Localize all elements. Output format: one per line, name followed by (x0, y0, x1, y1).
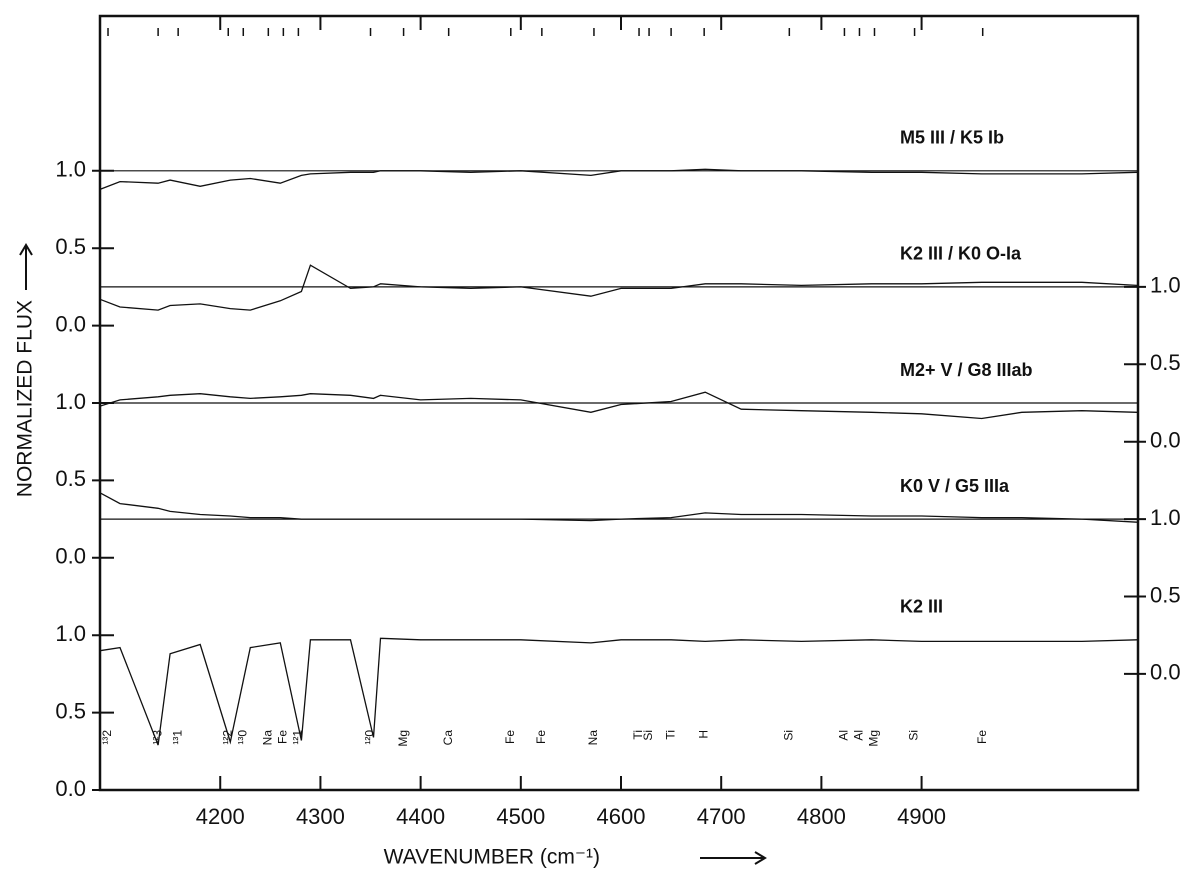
series-label: K2 III (900, 597, 943, 617)
line-id-label: ¹³0 (235, 730, 249, 745)
line-id-label: Na (586, 730, 600, 746)
line-id-label: ¹³1 (170, 730, 184, 745)
line-id-label: ¹²0 (363, 730, 377, 745)
x-tick-label: 4600 (597, 804, 646, 829)
line-id-label: ¹²2 (220, 730, 234, 745)
y-tick-label: 0.0 (55, 776, 86, 801)
y-tick-label: 0.5 (55, 698, 86, 723)
y2-tick-label: 1.0 (1150, 505, 1181, 530)
x-tick-label: 4900 (897, 804, 946, 829)
spectrum-line (99, 637, 1138, 746)
line-id-label: Fe (276, 730, 290, 744)
line-id-label: Al (837, 730, 851, 741)
line-id-label: Mg (867, 730, 881, 747)
line-id-label: Na (260, 730, 274, 746)
series-label: K2 III / K0 O-Ia (900, 244, 1022, 264)
y-tick-label: 1.0 (55, 389, 86, 414)
x-tick-label: 4200 (196, 804, 245, 829)
line-id-label: Ti (631, 730, 645, 740)
y-axis-arrow (19, 243, 33, 290)
spectrum-line (99, 492, 1138, 523)
spectrum-line (99, 168, 1138, 191)
y-tick-label: 1.0 (55, 621, 86, 646)
y-tick-label: 0.5 (55, 466, 86, 491)
line-id-label: H (696, 730, 710, 739)
series-label: M2+ V / G8 IIIab (900, 360, 1033, 380)
x-tick-label: 4400 (396, 804, 445, 829)
line-id-label: ¹³2 (100, 730, 114, 745)
spectrum-line (99, 264, 1138, 311)
x-axis-title: WAVENUMBER (cm⁻¹) (384, 846, 600, 869)
line-id-label: Fe (503, 730, 517, 744)
line-id-label: Al (852, 730, 866, 741)
line-id-label: Ti (663, 730, 677, 740)
y-tick-label: 0.0 (55, 311, 86, 336)
x-tick-label: 4800 (797, 804, 846, 829)
x-tick-label: 4300 (296, 804, 345, 829)
y2-tick-label: 0.0 (1150, 660, 1181, 685)
line-id-label: Si (782, 730, 796, 741)
y-tick-label: 0.5 (55, 234, 86, 259)
line-id-label: Ca (441, 730, 455, 746)
line-id-label: Si (907, 730, 921, 741)
line-id-label: Mg (396, 730, 410, 747)
y2-tick-label: 1.0 (1150, 273, 1181, 298)
y2-tick-label: 0.5 (1150, 582, 1181, 607)
x-axis-arrow (700, 851, 767, 865)
series-label: M5 III / K5 Ib (900, 128, 1004, 148)
y-axis-title: NORMALIZED FLUX (14, 300, 37, 497)
x-tick-label: 4500 (496, 804, 545, 829)
line-id-label: Fe (975, 730, 989, 744)
y2-tick-label: 0.0 (1150, 428, 1181, 453)
y-tick-label: 0.0 (55, 544, 86, 569)
line-id-label: ¹²3 (150, 730, 164, 745)
series-label: K0 V / G5 IIIa (900, 476, 1010, 496)
line-id-label: ¹²1 (291, 730, 305, 745)
line-id-label: Fe (534, 730, 548, 744)
y2-tick-label: 0.5 (1150, 350, 1181, 375)
line-id-label: Si (641, 730, 655, 741)
spectrum-line (99, 391, 1138, 420)
y-tick-label: 1.0 (55, 157, 86, 182)
x-tick-label: 4700 (697, 804, 746, 829)
